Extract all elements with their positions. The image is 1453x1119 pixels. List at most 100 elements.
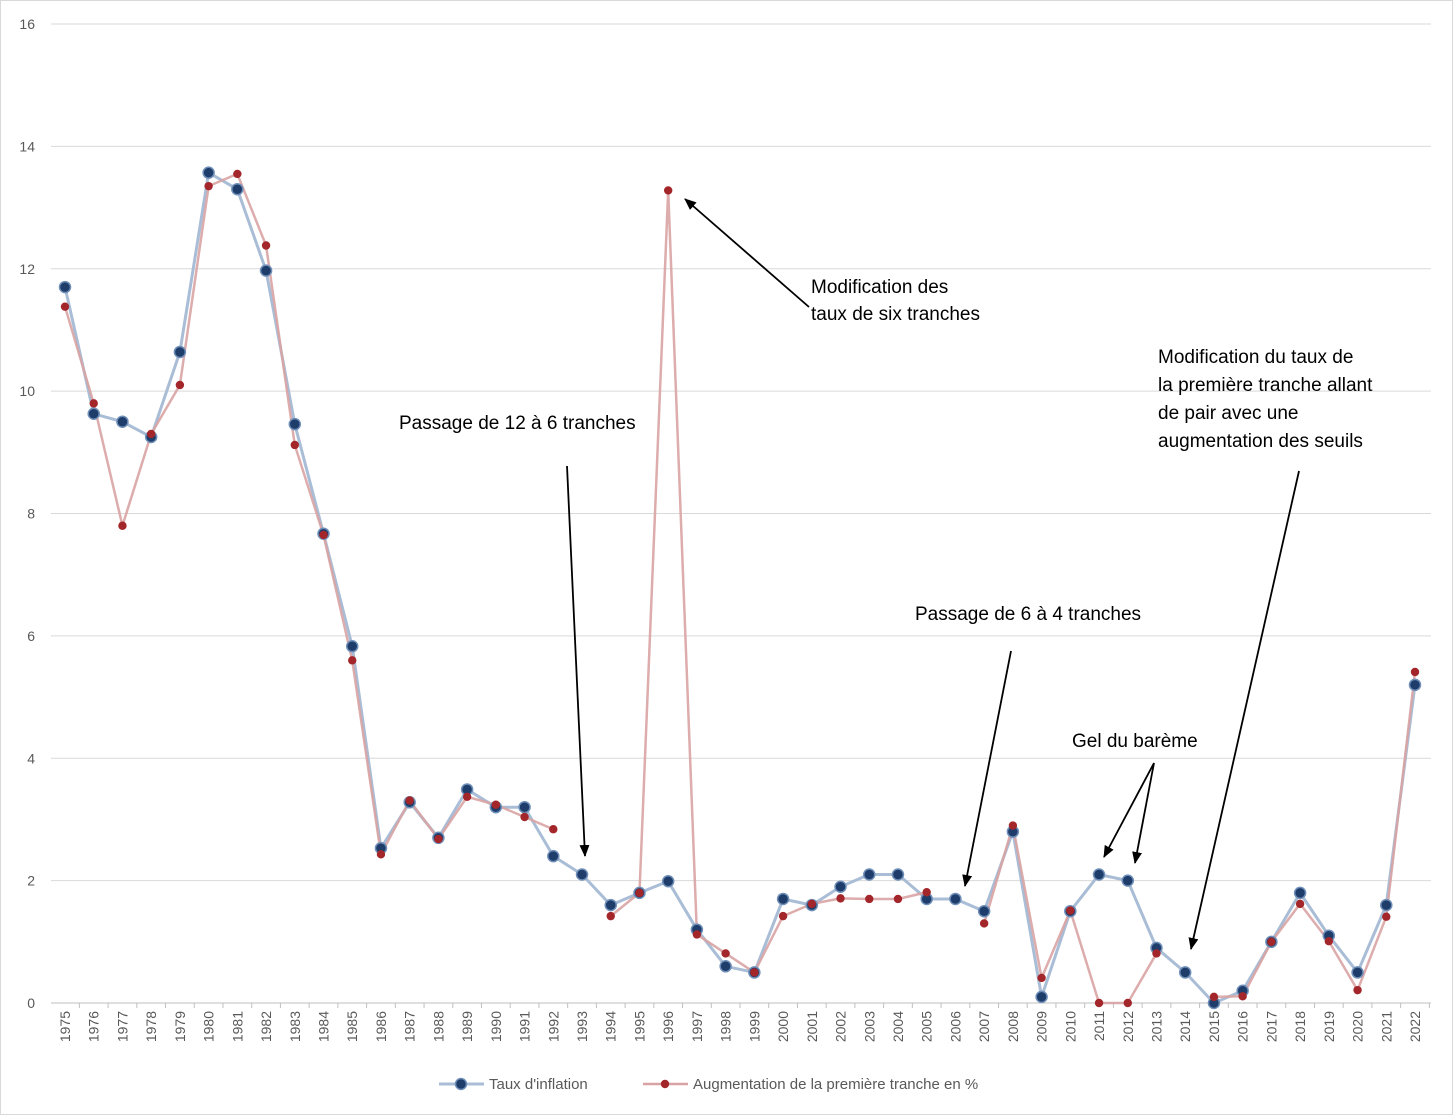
x-tick-label: 2011 (1091, 1011, 1107, 1041)
y-tick-label: 0 (27, 995, 35, 1011)
series-group (58, 166, 1422, 1010)
y-tick-label: 2 (27, 873, 35, 889)
data-point-series-1 (863, 868, 876, 881)
x-tick-label: 1986 (373, 1011, 389, 1042)
x-tick-label: 1984 (316, 1011, 332, 1042)
annotation-arrow (1188, 470, 1300, 950)
legend-marker-2 (660, 1079, 670, 1089)
data-point-series-2 (462, 792, 472, 801)
x-tick-label: 2013 (1148, 1011, 1164, 1042)
annotation-gel-line: Gel du barème (1072, 731, 1198, 752)
x-tick-label: 2018 (1292, 1011, 1308, 1042)
x-tick-label: 1992 (545, 1011, 561, 1042)
y-tick-label: 4 (27, 750, 35, 766)
data-point-series-2 (1152, 949, 1161, 958)
data-point-series-2 (1008, 821, 1018, 830)
x-tick-label: 2000 (775, 1011, 791, 1042)
data-point-series-2 (233, 169, 242, 179)
annotation-arrow (962, 650, 1012, 887)
x-tick-label: 2008 (1005, 1011, 1021, 1042)
data-point-series-2 (1238, 992, 1247, 1001)
x-tick-label: 1995 (631, 1011, 647, 1042)
data-point-series-1 (345, 640, 359, 653)
x-tick-label: 2020 (1350, 1011, 1366, 1042)
annotation-premiere-tranche-line: la première tranche allant (1158, 375, 1373, 396)
data-point-series-1 (58, 280, 72, 294)
series-line-1 (63, 171, 1417, 1005)
axes: 0 2 4 6 8 10 12 14 16 1975 1976 1977 1978 1979 1980 198… (19, 16, 1430, 1042)
x-tick-label: 1975 (57, 1011, 73, 1042)
data-point-series-2 (290, 440, 299, 450)
x-tick-label: 1985 (344, 1011, 360, 1042)
legend-marker-1 (454, 1077, 468, 1091)
annotation-arrow (684, 198, 810, 308)
data-point-series-2 (319, 530, 328, 540)
x-tick-label: 1983 (287, 1011, 303, 1042)
data-point-series-1 (173, 345, 187, 359)
data-point-series-1 (1408, 678, 1422, 692)
data-point-series-1 (547, 849, 560, 863)
x-tick-label: 2021 (1378, 1011, 1394, 1042)
annotation-arrow (566, 465, 590, 857)
y-tick-label: 10 (19, 383, 35, 399)
x-tick-label: 1991 (517, 1011, 533, 1042)
data-point-series-1 (661, 874, 675, 888)
x-tick-label: 1987 (402, 1011, 418, 1042)
data-point-series-2 (405, 796, 414, 805)
annotation-premiere-tranche-line: de pair avec une (1158, 403, 1299, 424)
x-tick-label: 2015 (1206, 1011, 1222, 1042)
x-tick-label: 2012 (1120, 1011, 1136, 1042)
data-point-series-1 (719, 960, 732, 973)
series-line-2 (1213, 671, 1417, 999)
data-point-series-2 (979, 919, 989, 928)
data-point-series-2 (434, 834, 443, 844)
x-tick-label: 2004 (890, 1011, 906, 1042)
annotation-six-tranches-line: taux de six tranches (811, 304, 980, 325)
data-point-series-1 (575, 868, 589, 881)
x-tick-label: 1977 (114, 1011, 130, 1042)
series-line-2 (63, 172, 554, 856)
data-point-series-2 (204, 181, 213, 191)
y-tick-label: 16 (19, 16, 35, 32)
x-tick-label: 2014 (1177, 1011, 1193, 1042)
data-point-series-1 (1380, 898, 1393, 912)
annotation-six-tranches-line: Modification des (811, 277, 948, 298)
x-tick-label: 2005 (919, 1011, 935, 1042)
x-tick-label: 1998 (718, 1011, 734, 1042)
data-point-series-1 (231, 182, 244, 196)
annotation-douze-a-six-line: Passage de 12 à 6 tranches (399, 413, 636, 434)
x-tick-label: 1981 (229, 1011, 245, 1042)
legend-label-2: Augmentation de la première tranche en % (693, 1076, 978, 1093)
gridlines (51, 23, 1431, 1004)
y-tick-label: 14 (19, 138, 35, 154)
data-point-series-1 (288, 417, 302, 431)
data-point-series-2 (261, 241, 271, 250)
x-tick-label: 2009 (1034, 1011, 1050, 1042)
data-point-series-2 (1209, 992, 1219, 1002)
data-point-series-1 (1178, 966, 1192, 979)
data-point-series-2 (1267, 937, 1276, 947)
data-point-series-2 (520, 812, 529, 822)
x-tick-label: 2017 (1263, 1011, 1279, 1042)
data-point-series-1 (891, 868, 905, 881)
y-tick-label: 8 (27, 506, 35, 522)
data-point-series-1 (1092, 868, 1106, 881)
data-point-series-2 (922, 888, 931, 897)
data-point-series-1 (1035, 990, 1048, 1004)
x-tick-label: 1980 (201, 1011, 217, 1042)
y-tick-label: 12 (19, 261, 35, 277)
data-point-series-1 (87, 407, 100, 421)
x-tick-label: 2006 (947, 1011, 963, 1042)
data-point-series-1 (518, 800, 531, 814)
x-tick-label: 1979 (172, 1011, 188, 1042)
annotation-premiere-tranche-line: Modification du taux de (1158, 347, 1353, 368)
x-tick-label: 1999 (746, 1011, 762, 1042)
annotation-six-a-quatre-line: Passage de 6 à 4 tranches (915, 604, 1141, 625)
data-point-series-2 (750, 968, 759, 977)
data-point-series-2 (1353, 985, 1362, 995)
data-point-series-2 (89, 399, 98, 408)
data-point-series-2 (175, 380, 185, 390)
data-point-series-2 (491, 800, 501, 809)
